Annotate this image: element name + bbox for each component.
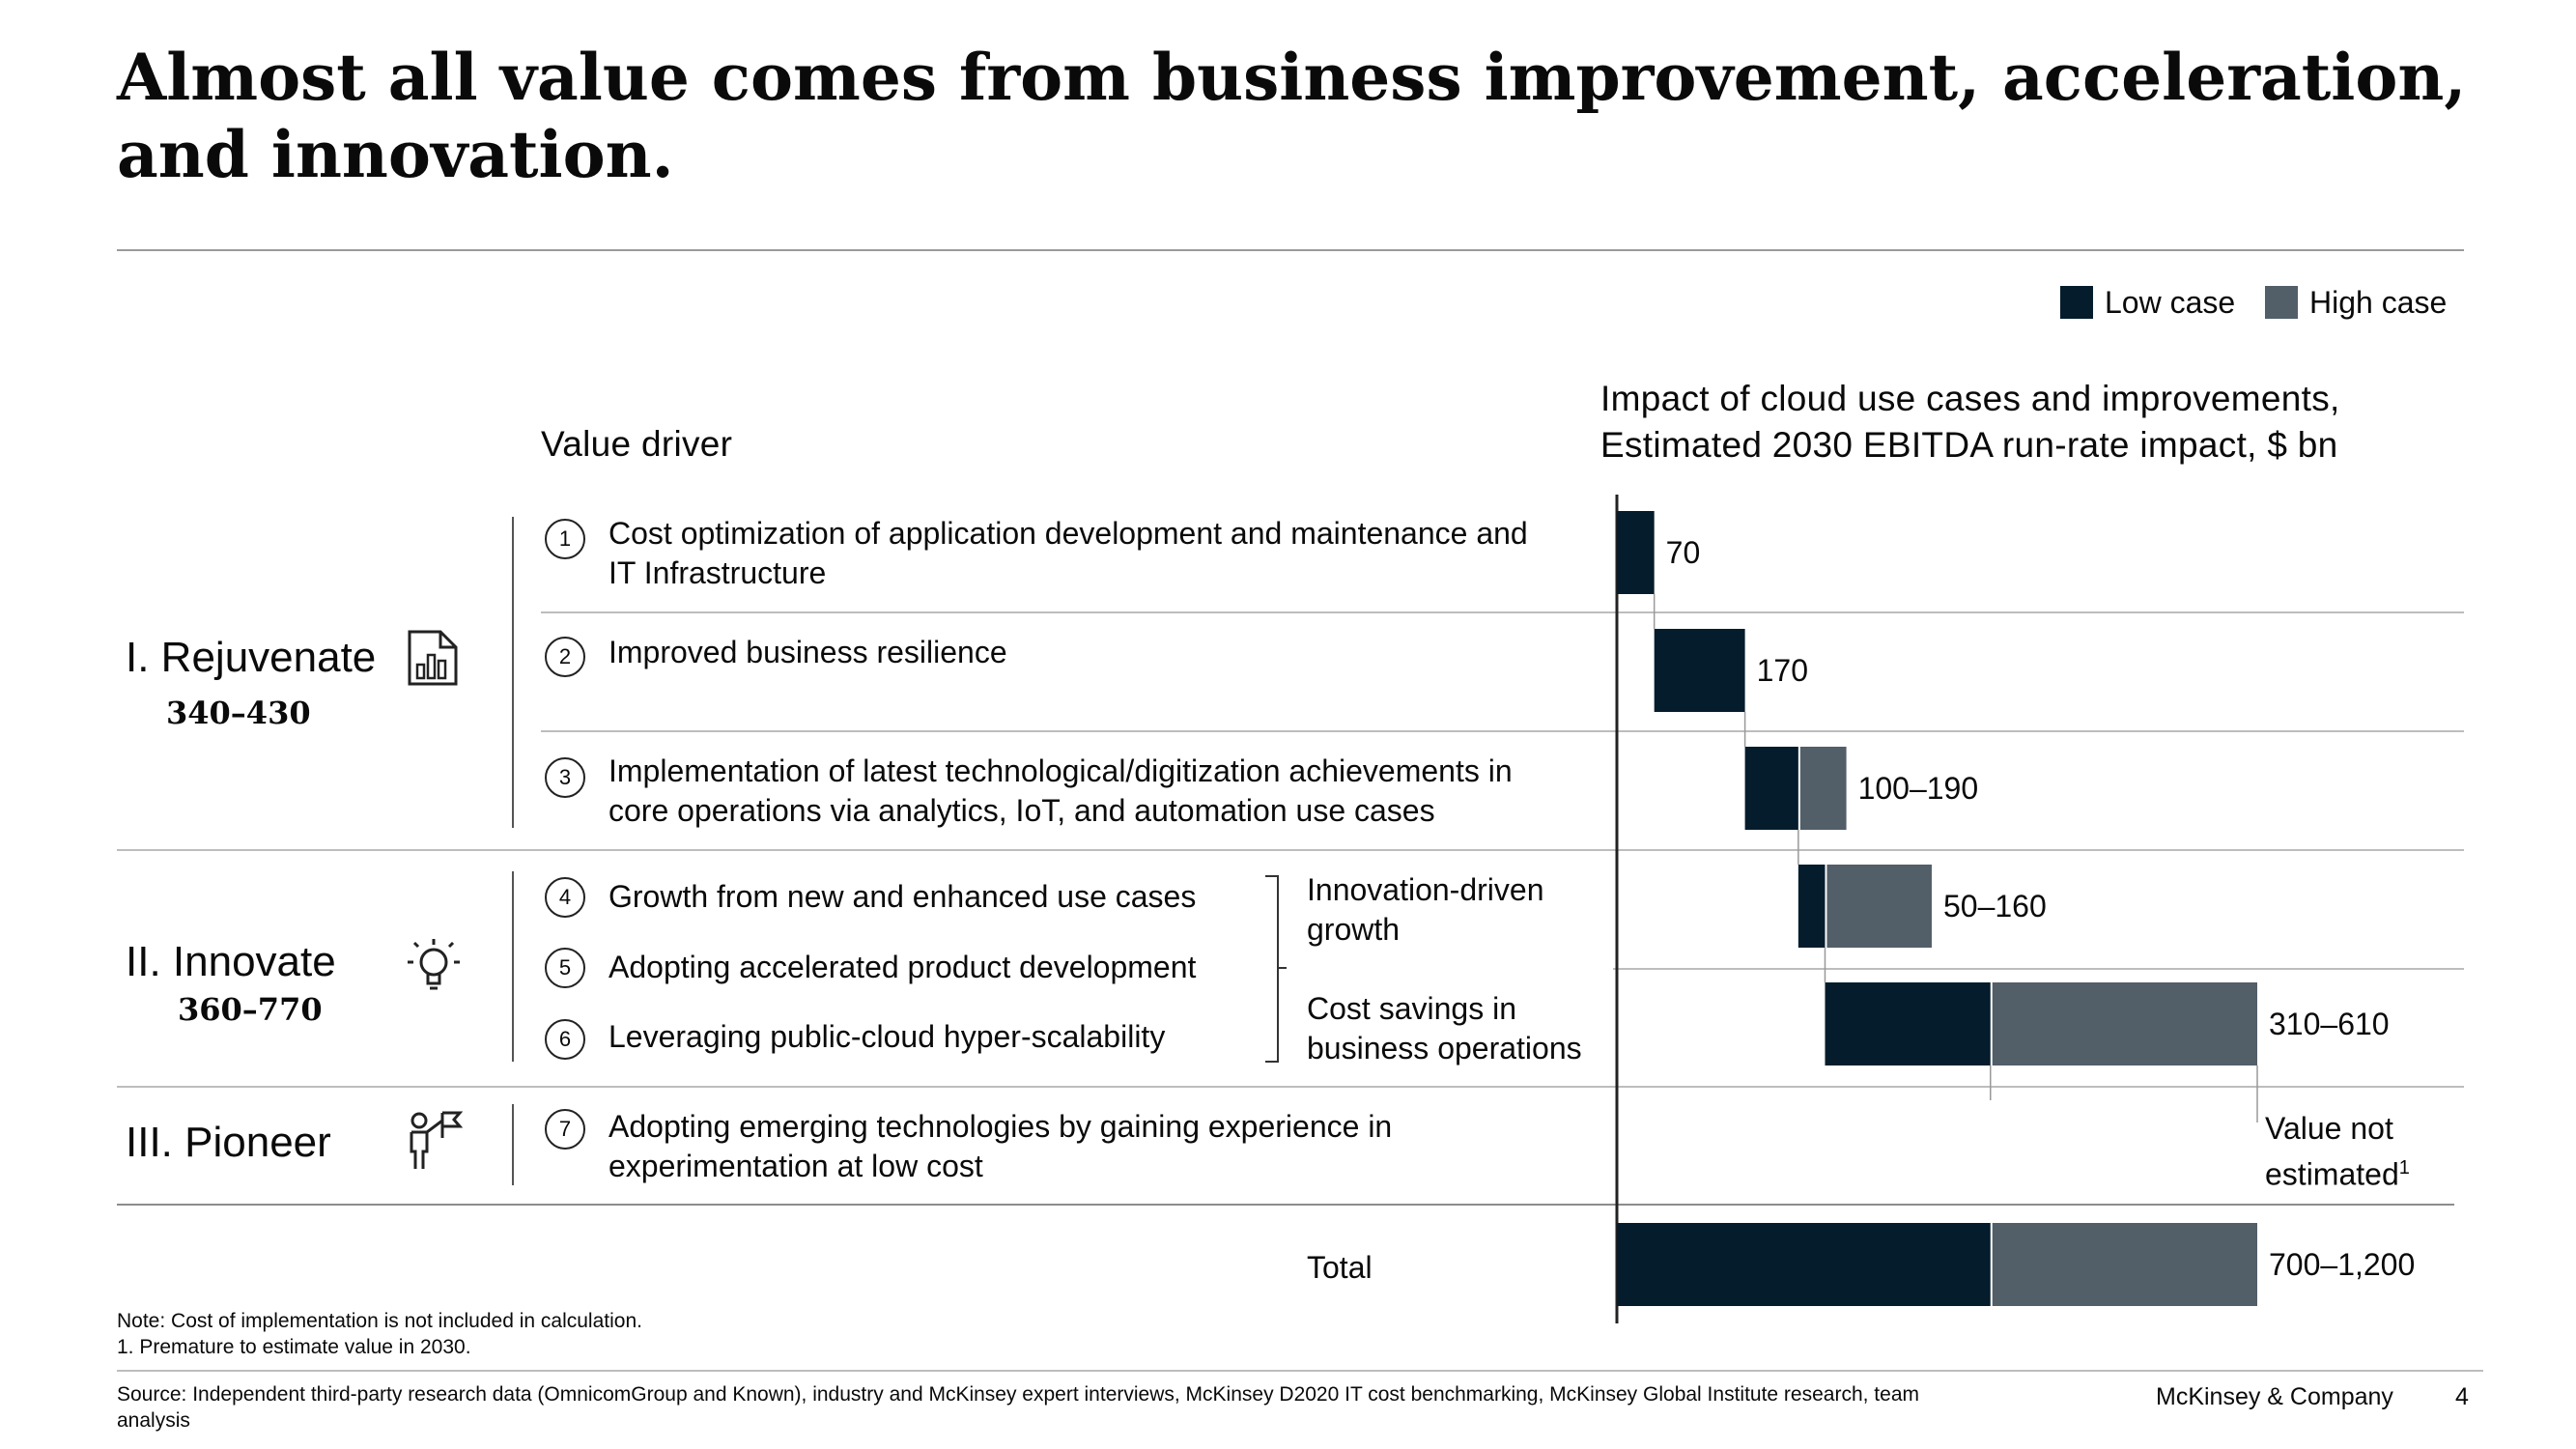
driver-1-line-1: Cost optimization of application develop…	[609, 516, 1528, 551]
driver-number-5: 5	[545, 948, 585, 988]
footnote-marker: 1	[2398, 1157, 2410, 1179]
category-rejuvenate: I. Rejuvenate	[126, 634, 377, 681]
driver-number-1: 1	[545, 519, 585, 559]
category-pioneer: III. Pioneer	[126, 1119, 331, 1166]
value-not-estimated-text: estimated	[2265, 1156, 2399, 1192]
driver-3: Implementation of latest technological/d…	[609, 752, 1574, 831]
category-divider-2	[117, 1086, 2464, 1088]
driver-number-2: 2	[545, 637, 585, 677]
source-line-1: Source: Independent third-party research…	[117, 1383, 1919, 1406]
lightbulb-icon	[408, 939, 460, 990]
bar-high-4	[1826, 865, 1932, 948]
bar-low-1	[1617, 511, 1655, 594]
bar-low-2	[1654, 629, 1745, 712]
row-divider-1	[541, 611, 2464, 613]
driver-4-line-1: Growth from new and enhanced use cases	[609, 879, 1197, 914]
driver-7-line-1: Adopting emerging technologies by gainin…	[609, 1109, 1393, 1144]
cost-savings-label: Cost savings in business operations	[1307, 989, 1616, 1068]
impact-header-line-2: Estimated 2030 EBITDA run-rate impact, $…	[1600, 425, 2338, 465]
row-divider-2	[541, 730, 2464, 732]
cost-label-line-2: business operations	[1307, 1031, 1582, 1065]
driver-5-line-1: Adopting accelerated product development	[609, 950, 1197, 984]
footnote-text: 1. Premature to estimate value in 2030.	[117, 1336, 471, 1358]
legend-high-swatch	[2265, 286, 2298, 319]
driver-number-4: 4	[545, 877, 585, 918]
title-line-1: Almost all value comes from business imp…	[117, 40, 2467, 115]
bar-low-3	[1744, 747, 1798, 830]
driver-5: Adopting accelerated product development	[609, 948, 1574, 987]
innovate-group-line	[512, 871, 514, 1062]
driver-6-line-1: Leveraging public-cloud hyper-scalabilit…	[609, 1019, 1166, 1054]
bar-high-5	[1992, 982, 2257, 1065]
title-line-2: and innovation.	[117, 117, 674, 192]
bar-chart-document-icon	[408, 630, 458, 686]
driver-1-line-2: IT Infrastructure	[609, 555, 827, 590]
driver-7-line-2: experimentation at low cost	[609, 1149, 983, 1183]
legend-high: High case	[2265, 283, 2447, 322]
legend-low-swatch	[2060, 286, 2093, 319]
bar-low-4	[1798, 865, 1826, 948]
value-not-estimated-line-1: Value not	[2265, 1111, 2393, 1146]
group-bracket-tick	[1277, 967, 1287, 969]
category-rejuvenate-range: 340–430	[166, 695, 311, 731]
cost-label-line-1: Cost savings in	[1307, 991, 1516, 1026]
bar-low-5	[1825, 982, 1991, 1065]
driver-2-line-1: Improved business resilience	[609, 635, 1007, 669]
pioneer-group-line	[512, 1104, 514, 1185]
legend-high-label: High case	[2309, 285, 2448, 320]
bar-label-1: 70	[1666, 535, 1701, 570]
title-divider	[117, 249, 2464, 251]
bar-label-5: 310–610	[2269, 1007, 2390, 1041]
driver-2: Improved business resilience	[609, 633, 1574, 672]
innovation-label-line-1: Innovation-driven	[1307, 872, 1544, 907]
category-innovate: II. Innovate	[126, 938, 336, 985]
page-number: 4	[2455, 1383, 2469, 1410]
driver-4: Growth from new and enhanced use cases	[609, 877, 1574, 917]
company-name: McKinsey & Company	[2156, 1383, 2393, 1410]
driver-7: Adopting emerging technologies by gainin…	[609, 1107, 1574, 1186]
category-innovate-range: 360–770	[178, 991, 323, 1028]
rejuvenate-group-line	[512, 517, 514, 828]
total-label: Total	[1307, 1250, 1373, 1285]
driver-1: Cost optimization of application develop…	[609, 514, 1574, 593]
value-not-estimated-line-2: estimated1	[2265, 1149, 2574, 1195]
total-divider	[117, 1204, 2454, 1206]
driver-3-line-1: Implementation of latest technological/d…	[609, 753, 1513, 788]
source-text: Source: Independent third-party research…	[117, 1381, 2097, 1434]
page-title: Almost all value comes from business imp…	[117, 39, 2493, 193]
driver-3-line-2: core operations via analytics, IoT, and …	[609, 793, 1435, 828]
legend-low: Low case	[2060, 283, 2235, 322]
value-driver-header: Value driver	[541, 424, 733, 464]
driver-number-3: 3	[545, 757, 585, 798]
footer-divider	[117, 1370, 2483, 1372]
bar-high-3	[1799, 747, 1847, 830]
bar-label-4: 50–160	[1943, 889, 2047, 923]
innovation-driven-growth-label: Innovation-driven growth	[1307, 870, 1616, 950]
impact-header: Impact of cloud use cases and improvemen…	[1600, 376, 2470, 469]
innovation-label-line-2: growth	[1307, 912, 1401, 947]
driver-number-6: 6	[545, 1019, 585, 1060]
bar-high-7	[1992, 1223, 2257, 1306]
bar-low-7	[1617, 1223, 1991, 1306]
source-line-2: analysis	[117, 1409, 190, 1432]
bar-label-7: 700–1,200	[2269, 1247, 2415, 1282]
person-flag-icon	[410, 1111, 464, 1169]
driver-6: Leveraging public-cloud hyper-scalabilit…	[609, 1017, 1574, 1057]
impact-header-line-1: Impact of cloud use cases and improvemen…	[1600, 379, 2340, 418]
legend-low-label: Low case	[2105, 285, 2236, 320]
category-divider-1	[117, 849, 2464, 851]
driver-number-7: 7	[545, 1109, 585, 1150]
value-not-estimated: Value not estimated1	[2265, 1109, 2574, 1195]
group-bracket	[1265, 875, 1279, 1063]
note-text: Note: Cost of implementation is not incl…	[117, 1310, 642, 1332]
row-divider-4	[1613, 968, 2464, 970]
bar-label-3: 100–190	[1858, 771, 1979, 806]
waterfall-chart: 70 170 100–190 50–160 310–610 700–1,200	[1615, 495, 2415, 1323]
bar-label-2: 170	[1757, 653, 1808, 688]
